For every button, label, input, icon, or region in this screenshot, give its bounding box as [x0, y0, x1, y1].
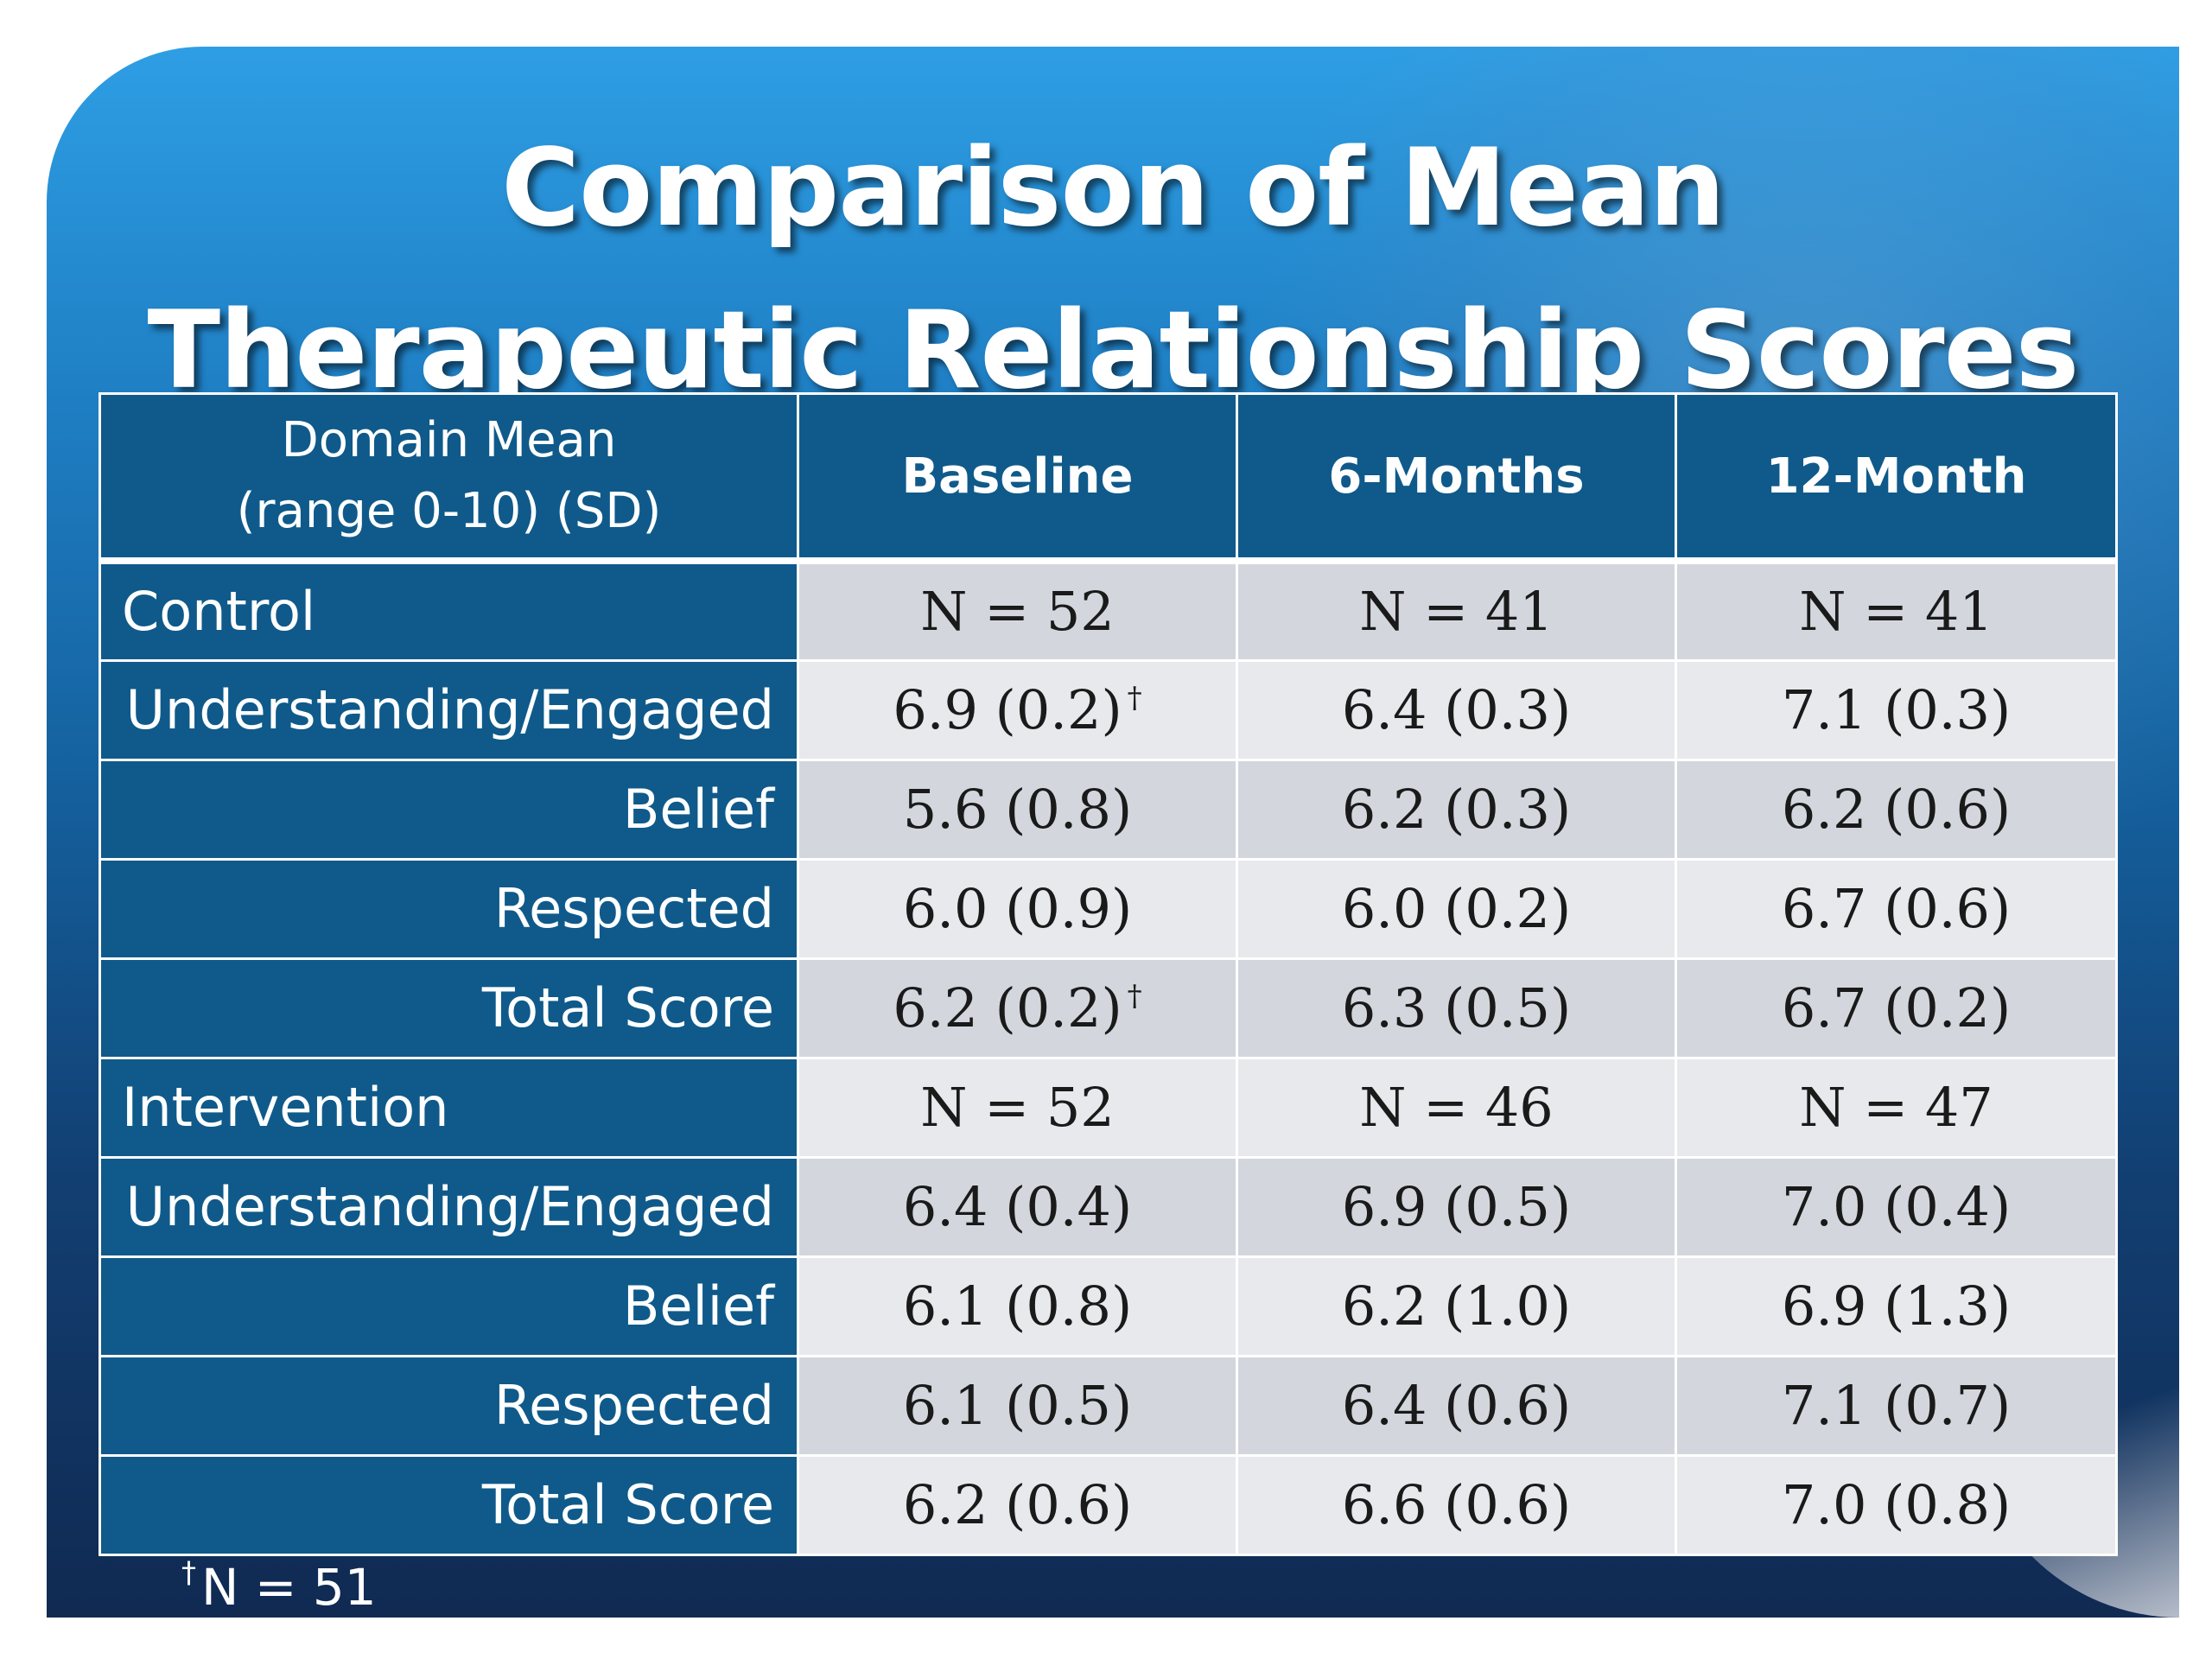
table-row: Total Score 6.2 (0.2) † 6.3 (0.5) 6.7 (0.… [99, 957, 2118, 1059]
cell-6-months: 6.9 (0.5) [1236, 1155, 1677, 1258]
cell-baseline: 6.2 (0.6) [797, 1453, 1238, 1556]
cell-baseline: 6.1 (0.8) [797, 1255, 1238, 1357]
row-label: Respected [99, 1354, 799, 1457]
row-label: Understanding/Engaged [99, 1155, 799, 1258]
cell-12-month: N = 41 [1675, 557, 2118, 662]
cell-baseline: 6.0 (0.9) [797, 857, 1238, 960]
cell-12-month: 6.2 (0.6) [1675, 758, 2118, 861]
footnote: † N = 51 [181, 1555, 377, 1617]
table-row: Respected 6.1 (0.5) 6.4 (0.6) 7.1 (0.7) [99, 1354, 2118, 1457]
table-row: Respected 6.0 (0.9) 6.0 (0.2) 6.7 (0.6) [99, 857, 2118, 960]
cell-6-months: 6.2 (0.3) [1236, 758, 1677, 861]
cell-6-months: 6.4 (0.3) [1236, 658, 1677, 761]
header-domain-line-1: Domain Mean [281, 412, 617, 468]
row-label: Total Score [99, 1453, 799, 1556]
cell-12-month: 6.7 (0.2) [1675, 957, 2118, 1059]
cell-baseline: 6.2 (0.2) † [797, 957, 1238, 1059]
header-12-month: 12-Month [1675, 392, 2118, 563]
footnote-dagger-mark: † [181, 1555, 196, 1590]
cell-value: 6.9 (0.2) [893, 678, 1122, 741]
row-label: Belief [99, 1255, 799, 1357]
cell-12-month: 7.0 (0.4) [1675, 1155, 2118, 1258]
cell-6-months: 6.2 (1.0) [1236, 1255, 1677, 1357]
table-row: Understanding/Engaged 6.4 (0.4) 6.9 (0.5… [99, 1155, 2118, 1258]
cell-value: 6.2 (0.2) [893, 976, 1122, 1039]
header-domain-mean: Domain Mean (range 0-10) (SD) [99, 392, 799, 563]
table-row: Understanding/Engaged 6.9 (0.2) † 6.4 (0.… [99, 658, 2118, 761]
cell-12-month: 6.7 (0.6) [1675, 857, 2118, 960]
table-row: Belief 6.1 (0.8) 6.2 (1.0) 6.9 (1.3) [99, 1255, 2118, 1357]
title-line-1: Comparison of Mean [501, 126, 1726, 251]
row-label: Intervention [99, 1056, 799, 1159]
cell-baseline: 6.4 (0.4) [797, 1155, 1238, 1258]
row-label: Respected [99, 857, 799, 960]
cell-12-month: 7.0 (0.8) [1675, 1453, 2118, 1556]
table-header-row: Domain Mean (range 0-10) (SD) Baseline 6… [99, 392, 2118, 563]
cell-6-months: 6.6 (0.6) [1236, 1453, 1677, 1556]
cell-baseline: N = 52 [797, 557, 1238, 662]
cell-baseline: N = 52 [797, 1056, 1238, 1159]
cell-12-month: 7.1 (0.3) [1675, 658, 2118, 761]
footnote-text: N = 51 [201, 1558, 377, 1617]
header-6-months: 6-Months [1236, 392, 1677, 563]
cell-baseline: 5.6 (0.8) [797, 758, 1238, 861]
cell-6-months: N = 41 [1236, 557, 1677, 662]
table-row: Control N = 52 N = 41 N = 41 [99, 557, 2118, 662]
row-label: Total Score [99, 957, 799, 1059]
header-domain-line-2: (range 0-10) (SD) [236, 483, 662, 539]
cell-6-months: 6.3 (0.5) [1236, 957, 1677, 1059]
scores-table: Domain Mean (range 0-10) (SD) Baseline 6… [99, 392, 2118, 1556]
dagger-mark: † [1127, 979, 1142, 1014]
cell-6-months: 6.0 (0.2) [1236, 857, 1677, 960]
table-row: Intervention N = 52 N = 46 N = 47 [99, 1056, 2118, 1159]
cell-6-months: N = 46 [1236, 1056, 1677, 1159]
table-row: Total Score 6.2 (0.6) 6.6 (0.6) 7.0 (0.8… [99, 1453, 2118, 1556]
row-label: Control [99, 557, 799, 662]
cell-12-month: 6.9 (1.3) [1675, 1255, 2118, 1357]
cell-12-month: N = 47 [1675, 1056, 2118, 1159]
cell-baseline: 6.9 (0.2) † [797, 658, 1238, 761]
row-label: Understanding/Engaged [99, 658, 799, 761]
cell-6-months: 6.4 (0.6) [1236, 1354, 1677, 1457]
table-row: Belief 5.6 (0.8) 6.2 (0.3) 6.2 (0.6) [99, 758, 2118, 861]
title-line-2: Therapeutic Relationship Scores [147, 289, 2080, 413]
cell-baseline: 6.1 (0.5) [797, 1354, 1238, 1457]
slide-title: Comparison of Mean Therapeutic Relations… [47, 107, 2179, 432]
cell-12-month: 7.1 (0.7) [1675, 1354, 2118, 1457]
header-baseline: Baseline [797, 392, 1238, 563]
row-label: Belief [99, 758, 799, 861]
dagger-mark: † [1127, 681, 1142, 715]
